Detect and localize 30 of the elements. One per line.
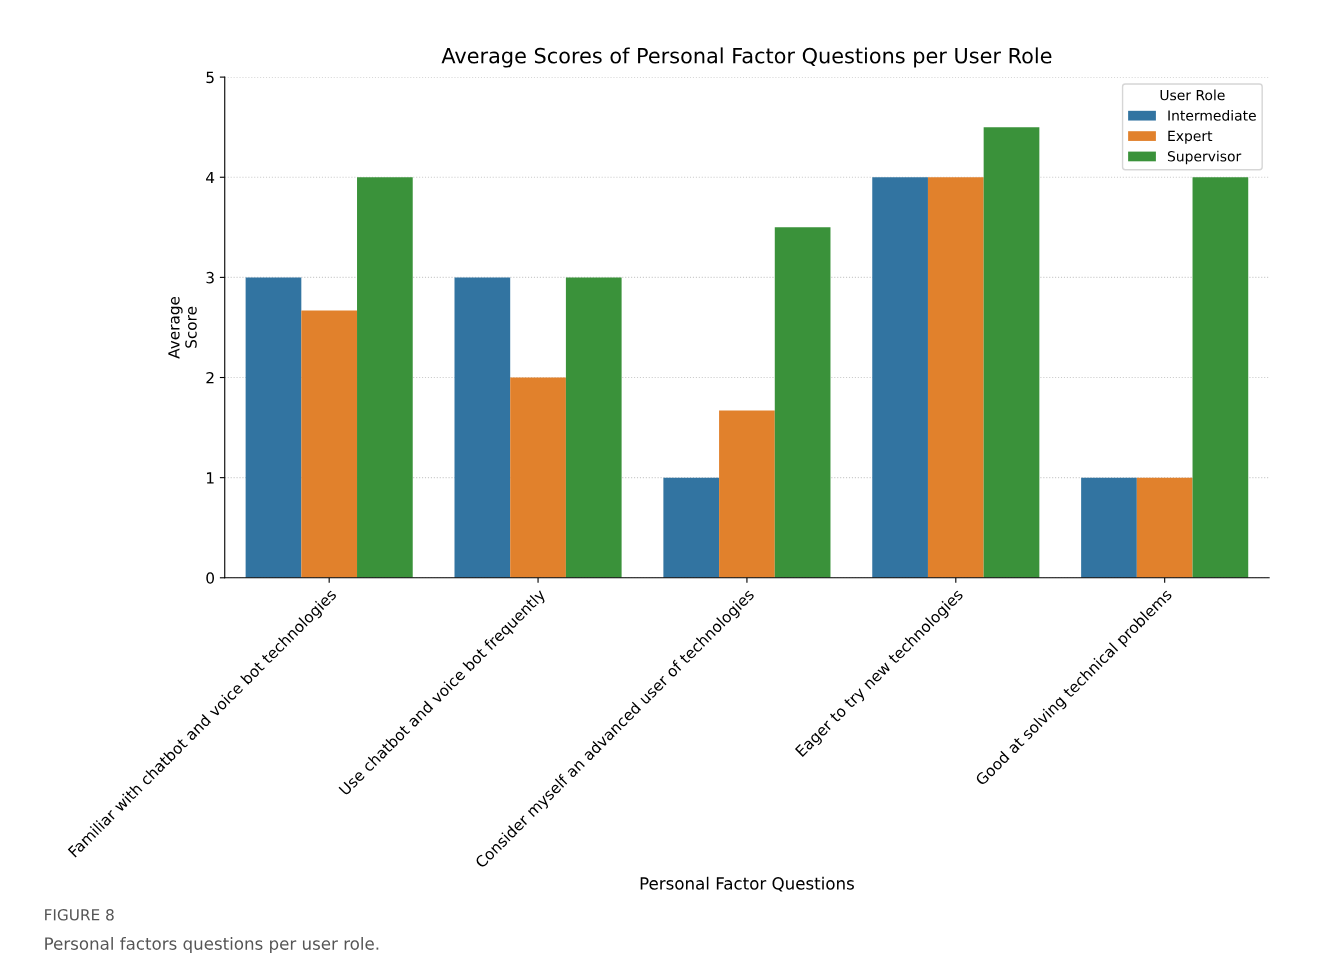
bar [983,127,1040,578]
y-tick-label: 4 [206,171,215,184]
y-tick-label: 1 [206,472,214,484]
legend-label: Expert [1168,130,1213,144]
bar [663,477,720,578]
bar [1081,477,1137,578]
chart-title: Average Scores of Personal Factor Questions per User Role [441,47,1052,68]
bar [245,277,302,578]
y-tick-label: 2 [206,371,214,384]
caption: FIGURE 8 [45,909,114,921]
bar [454,277,511,578]
bar [774,227,831,578]
y-tick-label: 0 [206,572,214,584]
bar [1136,477,1193,578]
bar [565,277,622,578]
bar [872,177,928,578]
bar [357,177,413,578]
bar [719,410,775,578]
bar [1192,177,1249,578]
text: Personal factors questions per user role. [45,936,379,954]
x-axis-title: Personal Factor Questions [640,876,854,892]
bar [301,310,358,578]
y-tick-label: 5 [206,71,214,84]
y-axis-title: Average Score [168,296,197,359]
y-tick-label: 3 [206,271,214,284]
legend-title: User Role [1160,89,1225,101]
legend-label: Supervisor [1167,150,1242,165]
bar [510,377,566,578]
legend-label: Intermediate [1168,109,1256,121]
bar [927,177,984,578]
